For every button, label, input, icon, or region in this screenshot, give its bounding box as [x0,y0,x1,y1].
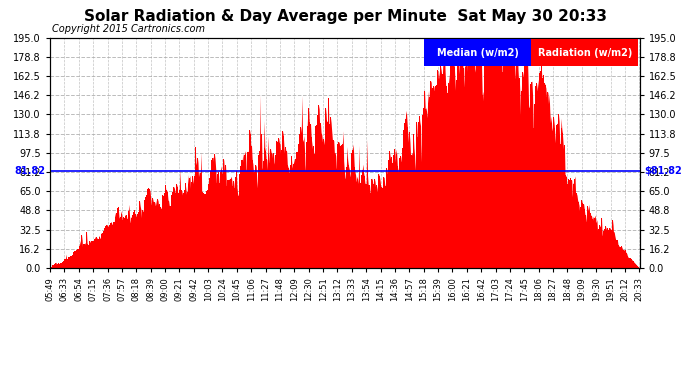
Text: 81.82: 81.82 [14,166,45,176]
Text: Solar Radiation & Day Average per Minute  Sat May 30 20:33: Solar Radiation & Day Average per Minute… [83,9,607,24]
Text: Median (w/m2): Median (w/m2) [437,48,519,58]
Text: $81.82: $81.82 [644,166,682,176]
Text: Copyright 2015 Cartronics.com: Copyright 2015 Cartronics.com [52,24,205,34]
Text: Radiation (w/m2): Radiation (w/m2) [538,48,632,58]
